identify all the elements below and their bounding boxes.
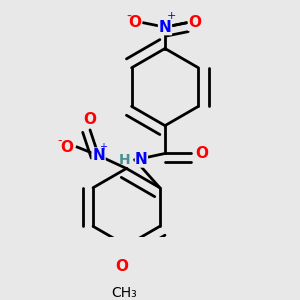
Text: O: O (128, 15, 142, 30)
Text: O: O (188, 15, 202, 30)
Text: N: N (92, 148, 105, 163)
Text: N: N (159, 20, 171, 34)
Text: +: + (99, 142, 107, 152)
Text: O: O (83, 112, 97, 127)
Text: H: H (119, 153, 131, 167)
Text: O: O (60, 140, 73, 154)
Text: -: - (126, 9, 131, 23)
Text: CH₃: CH₃ (111, 286, 137, 300)
Text: +: + (167, 11, 176, 21)
Text: O: O (195, 146, 208, 161)
Text: N: N (135, 152, 148, 167)
Text: O: O (116, 260, 129, 274)
Text: -: - (58, 134, 62, 147)
